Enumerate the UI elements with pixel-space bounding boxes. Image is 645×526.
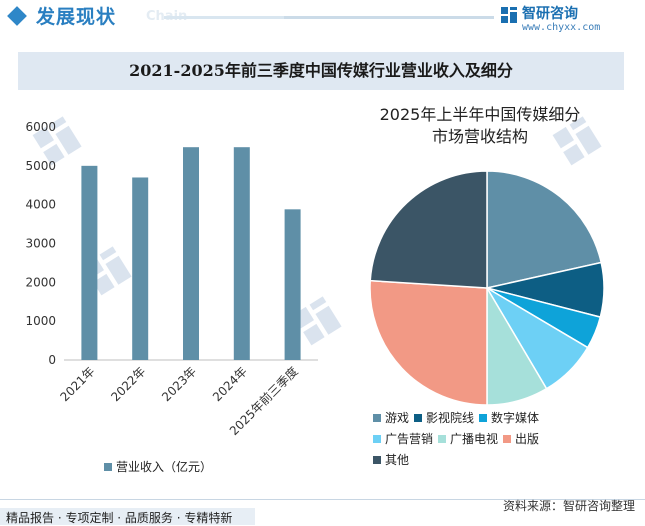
pie-legend-label: 游戏 — [385, 411, 410, 425]
pie-slice — [369, 170, 488, 289]
slogan-text: 精品报告 · 专项定制 · 品质服务 · 专精特新 — [6, 511, 233, 525]
pie-legend-row: 其他 — [373, 450, 635, 471]
pie-title-line: 2025年上半年中国传媒细分 — [380, 105, 581, 124]
pie-slice — [486, 170, 603, 289]
pie-legend-label: 其他 — [385, 453, 410, 467]
header-title: 发展现状 — [36, 6, 117, 28]
header-decor-bar — [164, 16, 494, 19]
pie-legend-item: 广播电视 — [438, 429, 498, 450]
pie-title-line: 市场营收结构 — [432, 127, 528, 146]
pie-legend-swatch — [373, 435, 381, 443]
pie-legend-label: 出版 — [515, 432, 540, 446]
pie-legend-item: 出版 — [503, 429, 539, 450]
page-header: 发展现状 Chain 智研咨询 www.chyxx.com — [0, 0, 645, 40]
pie-legend: 游戏 影视院线 数字媒体广告营销 广播电视 出版其他 — [373, 408, 635, 471]
pie-legend-label: 广告营销 — [385, 432, 434, 446]
y-tick-label: 6000 — [25, 120, 56, 134]
slogan-band — [0, 508, 255, 525]
pie-legend-row: 游戏 影视院线 数字媒体 — [373, 408, 635, 429]
bar — [81, 165, 98, 360]
pie-legend-swatch — [373, 456, 381, 464]
bar-legend-label: 营业收入（亿元） — [116, 460, 213, 474]
pie-legend-label: 影视院线 — [426, 411, 475, 425]
pie-legend-row: 广告营销 广播电视 出版 — [373, 429, 635, 450]
bar-legend: 营业收入（亿元） — [104, 458, 212, 475]
pie-legend-swatch — [438, 435, 447, 443]
pie-legend-swatch — [414, 414, 423, 422]
footer-divider — [0, 499, 645, 500]
pie-legend-swatch — [373, 414, 381, 422]
source-note: 资料来源：智研咨询整理 — [502, 499, 635, 513]
x-tick-label: 2022年 — [108, 364, 148, 404]
pie-legend-swatch — [503, 435, 512, 443]
brand-logo-icon — [501, 7, 517, 23]
bar — [132, 177, 149, 360]
pie-slice — [369, 279, 488, 405]
y-tick-label: 2000 — [25, 275, 56, 289]
x-tick-label: 2021年 — [58, 364, 98, 404]
bar — [284, 209, 301, 360]
x-tick-label: 2024年 — [210, 364, 250, 404]
header-diamond-icon — [7, 6, 27, 26]
pie-legend-item: 广告营销 — [373, 429, 433, 450]
chart-title: 2021-2025年前三季度中国传媒行业营业收入及细分 — [129, 61, 513, 80]
chart-title-band: 2021-2025年前三季度中国传媒行业营业收入及细分 — [18, 52, 624, 90]
page-footer: 资料来源：智研咨询整理 精品报告 · 专项定制 · 品质服务 · 专精特新 — [0, 490, 645, 525]
pie-legend-swatch — [479, 414, 488, 422]
pie-legend-item: 影视院线 — [414, 408, 474, 429]
y-tick-label: 5000 — [25, 159, 56, 173]
y-tick-label: 4000 — [25, 198, 56, 212]
brand-name: 智研咨询 — [522, 6, 578, 22]
pie-legend-item: 数字媒体 — [479, 408, 539, 429]
bar — [233, 147, 250, 360]
bar — [183, 147, 199, 360]
brand-url: www.chyxx.com — [522, 22, 601, 33]
pie-legend-label: 数字媒体 — [491, 411, 540, 425]
bar-legend-swatch — [104, 463, 112, 471]
pie-legend-item: 其他 — [373, 450, 409, 471]
x-tick-label: 2023年 — [159, 364, 199, 404]
y-tick-label: 1000 — [25, 314, 56, 328]
pie-legend-item: 游戏 — [373, 408, 409, 429]
y-tick-label: 3000 — [25, 237, 56, 251]
bar-chart: 0 1000 2000 3000 4000 5000 6000 2021年 2022年 2023年… — [25, 120, 318, 438]
y-tick-label: 0 — [48, 353, 56, 367]
pie-legend-label: 广播电视 — [450, 432, 499, 446]
